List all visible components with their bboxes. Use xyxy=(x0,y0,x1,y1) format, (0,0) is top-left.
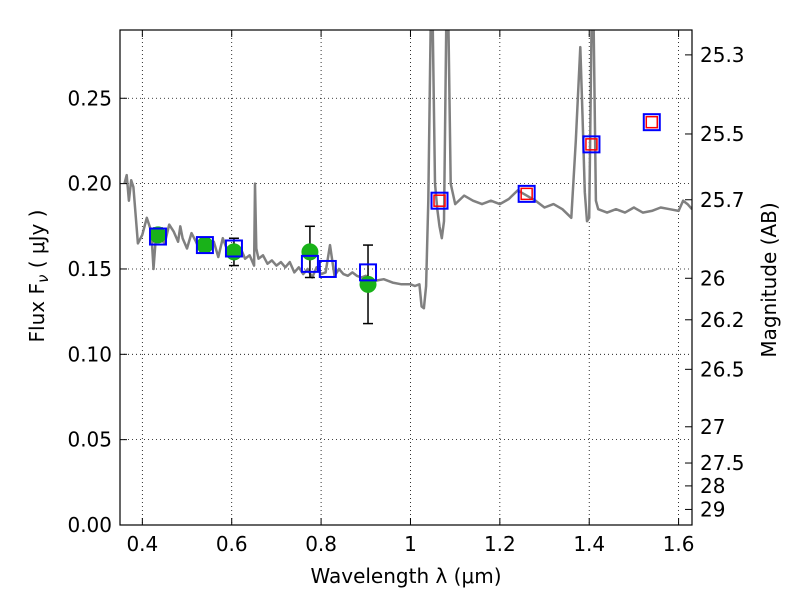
observed-point xyxy=(301,243,319,261)
plot-area xyxy=(123,30,692,325)
y-tick-label: 0.20 xyxy=(67,172,112,196)
y-axis-label: Flux Fν ( μJy ) xyxy=(25,210,52,343)
fitted-model-point xyxy=(430,191,449,210)
fitted-model-point xyxy=(517,184,536,203)
y2-tick-label: 25.7 xyxy=(700,188,745,212)
y2-tick-label: 27 xyxy=(700,415,725,439)
y-tick-label: 0.15 xyxy=(67,257,112,281)
y2-tick-label: 28 xyxy=(700,474,725,498)
y-tick-label: 0.10 xyxy=(67,342,112,366)
fitted-model-point xyxy=(224,239,243,258)
y2-tick-label: 26.5 xyxy=(700,357,745,381)
y-axis-label-main: Flux F xyxy=(25,283,49,342)
axes: 0.4 0.6 0.8 1 1.2 1.4 1.6 0.00 0.05 0.10 0.15 0.20 0… xyxy=(67,29,745,556)
x-axis-label: Wavelength λ (μm) xyxy=(310,564,501,588)
fitted-model-point xyxy=(582,135,601,154)
y2-tick-label: 26.2 xyxy=(700,308,745,332)
y-tick-label: 0.25 xyxy=(67,86,112,110)
observed-point xyxy=(225,243,243,261)
fitted-model-point xyxy=(642,113,661,132)
grid xyxy=(120,30,692,525)
fitted-model-point xyxy=(359,263,378,282)
y2-tick-label: 26 xyxy=(700,266,725,290)
y-tick-label: 0.05 xyxy=(67,428,112,452)
x-tick-label: 1.4 xyxy=(573,532,605,556)
x-tick-label: 1.6 xyxy=(663,532,695,556)
predicted-model-point xyxy=(520,187,533,201)
observed-point xyxy=(359,275,377,293)
x-tick-label: 0.4 xyxy=(126,532,158,556)
model-spectrum-line xyxy=(123,30,692,310)
observed-point xyxy=(196,236,214,254)
predicted-model-point xyxy=(645,115,659,129)
y2-tick-label: 25.5 xyxy=(700,122,745,146)
x-tick-label: 0.6 xyxy=(216,532,248,556)
fitted-model-point xyxy=(195,236,214,255)
y2-axis-label: Magnitude (AB) xyxy=(757,202,781,357)
y-axis-label-unit: ( μJy ) xyxy=(25,210,49,275)
fitted-model-point xyxy=(300,254,319,273)
y2-tick-label: 25.3 xyxy=(700,43,745,67)
y-tick-label: 0.00 xyxy=(67,513,112,537)
y2-tick-label: 27.5 xyxy=(700,451,745,475)
fitted-model-point xyxy=(318,259,337,278)
x-tick-label: 1.2 xyxy=(484,532,516,556)
predicted-model-point xyxy=(585,138,598,151)
y2-tick-label: 29 xyxy=(700,497,725,521)
plot-frame xyxy=(119,29,693,526)
labels: Wavelength λ (μm) Flux Fν ( μJy ) Magnit… xyxy=(25,202,781,588)
x-tick-label: 1 xyxy=(404,532,417,556)
y-axis-label-sub: ν xyxy=(34,275,52,283)
predicted-model-point xyxy=(433,194,446,207)
fitted-model-point xyxy=(148,227,167,246)
x-tick-label: 0.8 xyxy=(305,532,337,556)
